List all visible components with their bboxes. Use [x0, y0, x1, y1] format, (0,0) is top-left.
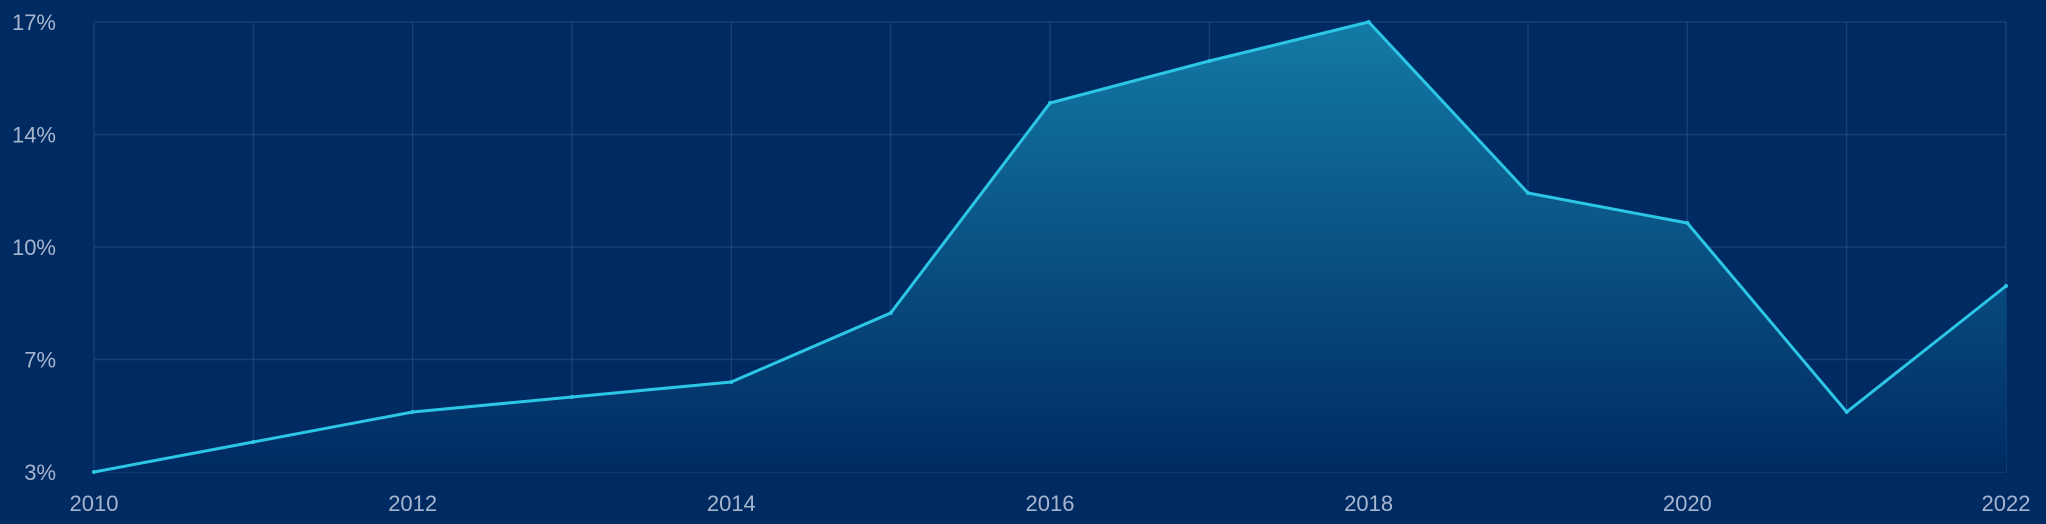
- data-point: [570, 395, 574, 399]
- data-point: [729, 380, 734, 384]
- x-tick-label: 2016: [1026, 491, 1075, 516]
- data-point: [1366, 20, 1371, 24]
- data-point: [251, 440, 256, 444]
- y-tick-label: 14%: [12, 123, 56, 148]
- x-tick-label: 2018: [1344, 491, 1393, 516]
- data-point: [410, 410, 415, 414]
- x-tick-label: 2014: [707, 491, 756, 516]
- x-axis: 2010 2012 2014 2016 2018 2020 2022: [70, 491, 2031, 516]
- data-point: [888, 311, 893, 315]
- y-tick-label: 10%: [12, 235, 56, 260]
- y-tick-label: 3%: [24, 460, 56, 485]
- line-layer: [92, 20, 2008, 474]
- data-point: [2004, 284, 2008, 288]
- x-tick-label: 2020: [1663, 491, 1712, 516]
- data-point: [1844, 410, 1849, 414]
- data-point: [1526, 191, 1530, 195]
- series-area: [94, 22, 2006, 472]
- data-point: [92, 470, 96, 474]
- x-tick-label: 2012: [388, 491, 437, 516]
- data-point: [1685, 221, 1690, 225]
- area-layer: [94, 22, 2006, 472]
- x-tick-label: 2022: [1982, 491, 2031, 516]
- data-point: [1048, 101, 1052, 105]
- y-tick-label: 17%: [12, 10, 56, 35]
- y-tick-label: 7%: [24, 348, 56, 373]
- data-point: [1207, 59, 1212, 63]
- x-tick-label: 2010: [70, 491, 119, 516]
- y-axis: 3% 7% 10% 14% 17%: [12, 10, 56, 485]
